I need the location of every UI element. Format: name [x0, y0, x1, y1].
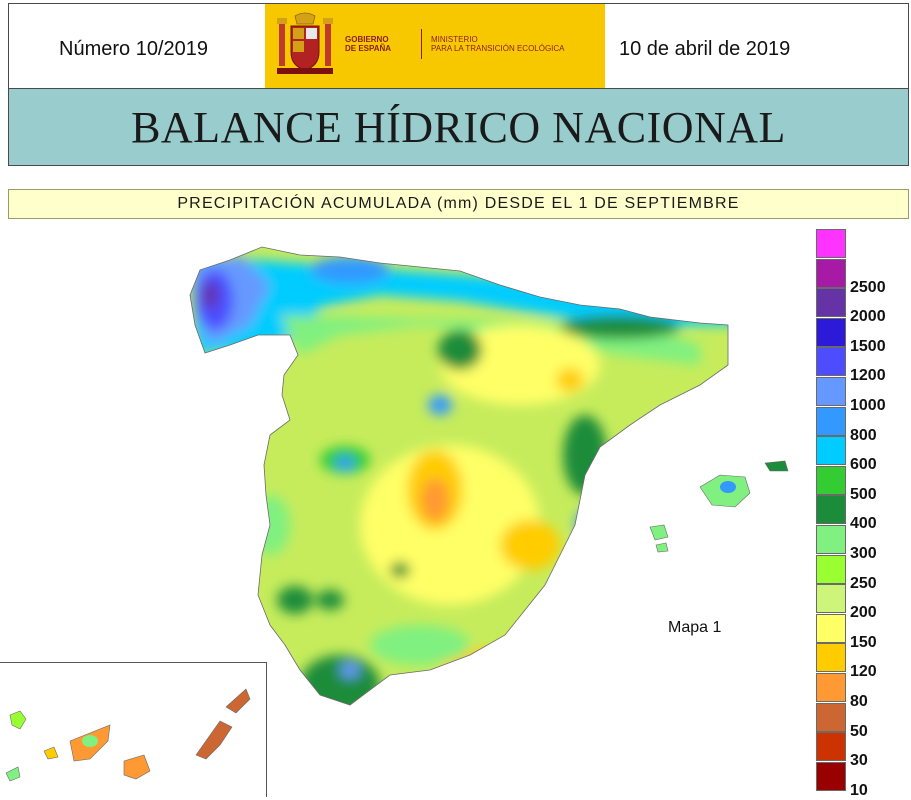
- gobierno-text: GOBIERNO DE ESPAÑA: [345, 35, 392, 53]
- legend-label: 50: [850, 722, 868, 740]
- coat-of-arms-icon: [277, 12, 333, 74]
- balearic-islands: [649, 460, 789, 553]
- issue-number: Número 10/2019: [59, 38, 208, 60]
- legend-label: 10: [850, 781, 868, 799]
- legend-label: 300: [850, 545, 877, 562]
- legend-swatch: [816, 229, 846, 258]
- legend-swatch: [816, 495, 846, 525]
- legend-swatch: [816, 465, 846, 495]
- legend-swatch: [816, 643, 846, 673]
- legend-swatch: [816, 525, 846, 554]
- report-header: Número 10/2019 GOBIERNO DE ESPAÑA MINIST…: [8, 3, 909, 89]
- peninsula-precipitation-map: [189, 246, 789, 706]
- map-number-label: Mapa 1: [668, 619, 722, 636]
- canary-islands-inset: [0, 662, 267, 797]
- legend-swatch: [816, 613, 846, 643]
- precipitation-legend: 2500 2000 1500 1200 1000 800 600 500 400 300 250 20…: [816, 229, 911, 799]
- legend-swatch: [816, 702, 846, 732]
- legend-label: 1500: [850, 337, 886, 355]
- legend-label: 600: [850, 456, 877, 474]
- legend-label: 30: [850, 752, 868, 770]
- legend-label: 2000: [850, 308, 886, 326]
- ministerio-text: MINISTERIO PARA LA TRANSICIÓN ECOLÓGICA: [431, 35, 565, 53]
- legend-swatch: [816, 673, 846, 702]
- legend-swatch: [816, 761, 846, 791]
- peninsula-outline: [189, 246, 729, 706]
- legend-swatch: [816, 584, 846, 614]
- logo-divider: [421, 29, 422, 59]
- legend-label: 2500: [850, 278, 886, 296]
- legend-swatch: [816, 317, 846, 347]
- title-banner: BALANCE HÍDRICO NACIONAL: [8, 88, 909, 166]
- legend-swatch: [816, 258, 846, 288]
- legend-label: 800: [850, 426, 877, 444]
- precipitation-field: [190, 247, 728, 705]
- report-date: 10 de abril de 2019: [619, 38, 791, 60]
- page-title: BALANCE HÍDRICO NACIONAL: [131, 102, 786, 152]
- legend-swatch: [816, 554, 846, 584]
- legend-label: 1000: [850, 397, 886, 414]
- legend-swatch: [816, 732, 846, 762]
- legend-swatch: [816, 406, 846, 436]
- legend-swatch: [816, 377, 846, 406]
- legend-swatch: [816, 288, 846, 318]
- legend-label: 250: [850, 574, 877, 592]
- legend-swatch: [816, 436, 846, 466]
- legend-label: 400: [850, 515, 877, 533]
- map-subtitle: PRECIPITACIÓN ACUMULADA (mm) DESDE EL 1 …: [8, 189, 909, 219]
- legend-label: 500: [850, 485, 877, 503]
- legend-swatch: [816, 347, 846, 377]
- legend-label: 1200: [850, 367, 886, 385]
- legend-label: 120: [850, 663, 877, 681]
- legend-label: 80: [850, 693, 868, 710]
- legend-label: 150: [850, 633, 877, 651]
- legend-label: 200: [850, 604, 877, 622]
- government-logo: GOBIERNO DE ESPAÑA MINISTERIO PARA LA TR…: [265, 4, 605, 88]
- canary-islands-map: [5, 688, 251, 782]
